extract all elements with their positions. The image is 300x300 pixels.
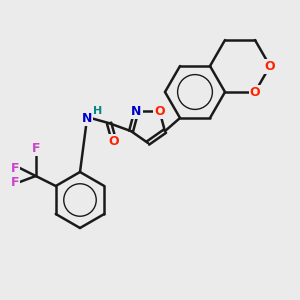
Text: F: F	[32, 142, 40, 154]
Text: O: O	[265, 59, 275, 73]
Text: O: O	[109, 135, 119, 148]
Text: O: O	[250, 85, 260, 98]
Text: N: N	[131, 105, 142, 118]
Text: F: F	[11, 176, 19, 188]
Text: N: N	[82, 112, 92, 125]
Text: H: H	[94, 106, 103, 116]
Text: O: O	[154, 105, 165, 118]
Text: F: F	[11, 161, 19, 175]
